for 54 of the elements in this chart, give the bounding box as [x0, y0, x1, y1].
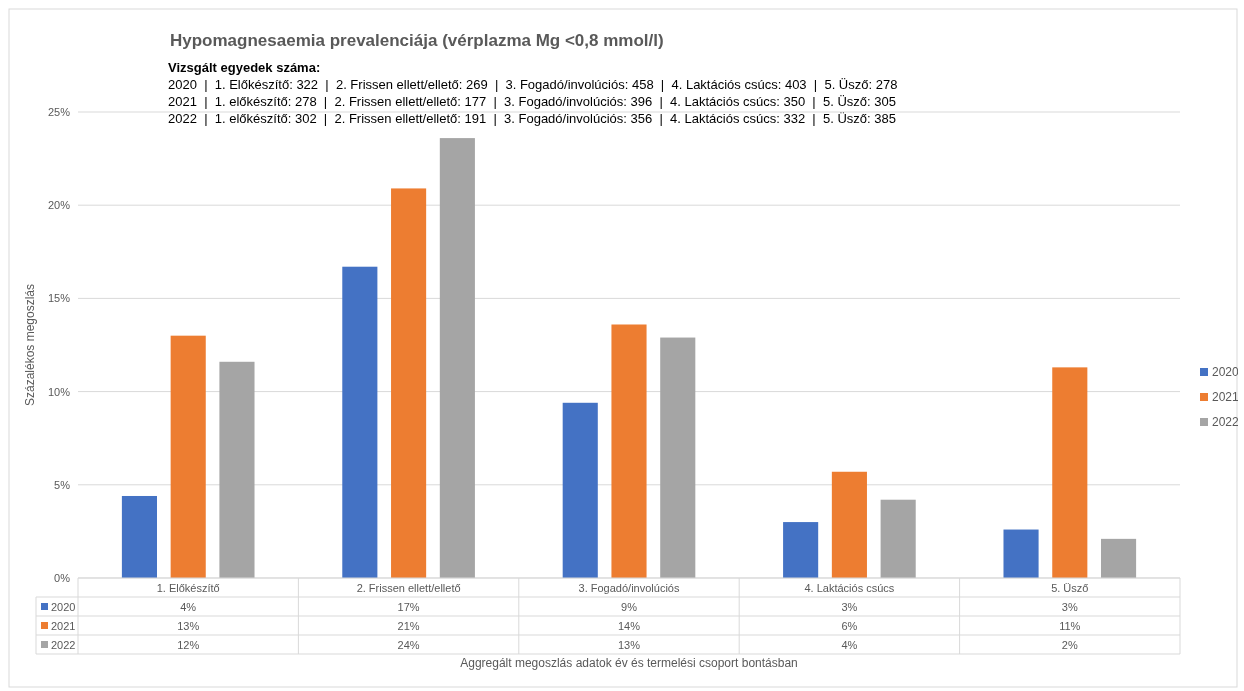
bar	[660, 337, 696, 578]
data-label: 11%	[1059, 620, 1081, 632]
bar	[391, 188, 427, 578]
data-label: 14%	[617, 620, 641, 632]
text: 2020 | 1. Előkészítő: 322 | 2. Frissen ellett/ellető: 269 | 3. Fogadó/involúciós: 458 | 4. Laktációs csúcs: 403 | 5. Üsző: 278	[168, 77, 898, 92]
bar	[611, 324, 647, 578]
x-tick-label: 5. Üsző	[1051, 582, 1089, 594]
bar	[783, 522, 819, 578]
y-tick-label: 10%	[47, 385, 71, 398]
text: Vizsgált egyedek száma:	[168, 60, 321, 75]
bar	[880, 499, 916, 578]
bar	[342, 266, 378, 578]
x-tick-label: 2. Frissen ellett/ellető	[356, 582, 461, 594]
x-tick-label: 4. Laktációs csúcs	[804, 582, 895, 594]
data-label: 17%	[397, 601, 420, 613]
data-label: 3%	[841, 601, 858, 613]
text: Aggregált megoszlás adatok év és termelési csoport bontásban	[460, 656, 798, 670]
data-label: 3%	[1061, 601, 1078, 613]
data-label: 4%	[841, 639, 858, 651]
x-tick-label: 3. Fogadó/involúciós	[578, 582, 680, 594]
bar	[562, 402, 598, 578]
data-label: 4%	[180, 601, 197, 613]
data-label: 6%	[841, 620, 858, 632]
y-tick-label: 20%	[47, 199, 71, 212]
bar	[1101, 538, 1137, 578]
bar	[121, 495, 157, 578]
bar	[170, 335, 206, 578]
data-label: 13%	[617, 639, 641, 651]
data-label: 24%	[397, 639, 420, 651]
legend-label: 2020	[51, 601, 76, 613]
data-label: 13%	[177, 620, 200, 632]
y-tick-label: 15%	[47, 292, 71, 305]
text: 2021 | 1. előkészítő: 278 | 2. Frissen ellett/ellető: 177 | 3. Fogadó/involúciós: 396 | 4. Laktációs csúcs: 350 | 5. Üsző: 305	[168, 94, 896, 109]
y-tick-label: 5%	[54, 478, 71, 491]
text: 2022	[51, 639, 76, 651]
data-label: 9%	[621, 601, 638, 613]
x-tick-label: 1. Előkészítő	[156, 582, 220, 594]
bar	[439, 138, 475, 578]
data-label: 2%	[1061, 639, 1078, 651]
text: 2020	[1212, 365, 1239, 379]
bar	[831, 471, 867, 578]
data-label: 12%	[177, 639, 200, 651]
bar	[1052, 367, 1088, 578]
annotation: 2022 | 1. előkészítő: 302 | 2. Frissen ellett/ellető: 191 | 3. Fogadó/involúciós: 356 | 4. Laktációs csúcs: 332 | 5. Üsző: 385	[168, 111, 896, 126]
y-tick-label: 25%	[47, 106, 71, 118]
bar	[1003, 529, 1039, 578]
y-tick-label: 0%	[54, 572, 71, 584]
legend-label: 2022	[1212, 415, 1240, 429]
bar	[219, 361, 255, 578]
legend-label: 2021	[51, 620, 76, 632]
chart-title: Hypomagnesaemia prevalenciája (vérplazma Mg <0,8 mmol/l)	[170, 31, 664, 50]
data-label: 21%	[397, 620, 420, 632]
text: 2021	[1212, 390, 1239, 404]
y-axis-title: Százalékos megoszlás	[23, 283, 37, 407]
